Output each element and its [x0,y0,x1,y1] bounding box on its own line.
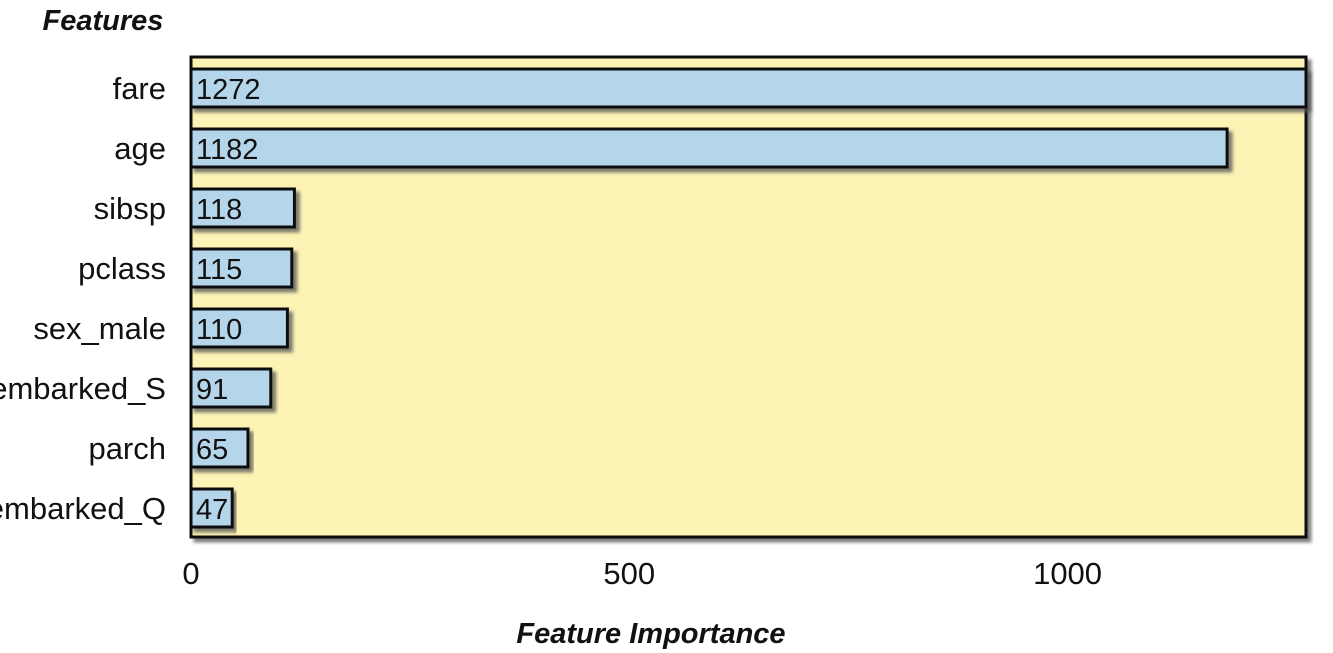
bar-pclass [189,247,294,289]
bar-parch [189,427,250,469]
value-label-sibsp: 118 [196,194,242,226]
x-axis-title: Feature Importance [516,618,785,650]
bar-embarked_S [189,367,273,409]
category-label-embarked_S: embarked_S [0,371,166,406]
category-label-sibsp: sibsp [94,191,166,226]
x-axis-ticks: 0 500 1000 [182,556,1102,591]
value-label-sex_male: 110 [196,314,242,346]
value-labels: 1272 1182 118 115 110 91 65 47 [196,74,261,526]
value-label-pclass: 115 [196,254,242,286]
value-label-embarked_S: 91 [196,374,228,406]
bars-group [189,67,1308,529]
category-label-pclass: pclass [78,251,166,286]
bar-embarked_Q [189,487,234,529]
x-tick-label-0: 0 [182,556,199,591]
bar-sex_male [189,307,289,349]
y-axis-title: Features [43,5,164,37]
category-label-embarked_Q: embarked_Q [0,491,166,526]
value-label-age: 1182 [196,134,258,166]
category-label-sex_male: sex_male [33,311,166,346]
value-label-embarked_Q: 47 [196,494,228,526]
x-tick-label-500: 500 [603,556,655,591]
value-label-parch: 65 [196,434,228,466]
value-label-fare: 1272 [196,74,261,106]
category-labels: fare age sibsp pclass sex_male embarked_Sparc… [0,71,166,526]
category-label-age: age [114,131,166,166]
bar-sibsp [189,187,296,229]
x-tick-label-1000: 1000 [1033,556,1102,591]
category-label-fare: fare [113,71,166,106]
bar-fare [189,67,1308,109]
category-label-parch: parch [88,431,166,466]
bar-age [189,127,1229,169]
